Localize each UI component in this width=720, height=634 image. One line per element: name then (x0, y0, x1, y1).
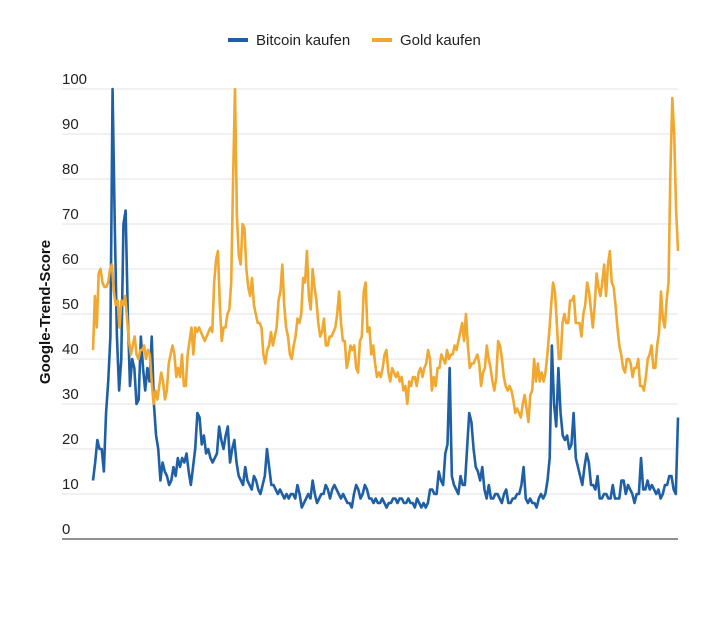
legend-label-gold: Gold kaufen (400, 32, 481, 49)
legend-label-bitcoin: Bitcoin kaufen (256, 32, 350, 49)
y-tick-label: 70 (62, 206, 79, 223)
y-tick-label: 30 (62, 386, 79, 403)
gridlines (62, 88, 678, 495)
y-tick-label: 20 (62, 431, 79, 448)
series-line-bitcoin (91, 87, 680, 509)
y-axis-ticks: 0 10 20 30 40 50 60 70 80 90 100 (62, 71, 87, 538)
y-tick-label: 100 (62, 71, 87, 88)
series-lines (91, 87, 680, 509)
y-tick-label: 60 (62, 251, 79, 268)
y-tick-label: 90 (62, 116, 79, 133)
series-line-gold (91, 87, 680, 424)
y-tick-label: 0 (62, 521, 70, 538)
y-tick-label: 80 (62, 161, 79, 178)
y-tick-label: 50 (62, 296, 79, 313)
y-axis-label: Google-Trend-Score (37, 240, 54, 384)
y-tick-label: 40 (62, 341, 79, 358)
legend: Bitcoin kaufen Gold kaufen (228, 32, 481, 49)
y-tick-label: 10 (62, 476, 79, 493)
